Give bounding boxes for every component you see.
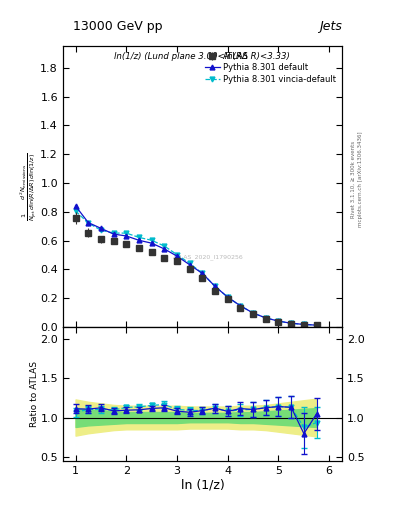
Text: Rivet 3.1.10, ≥ 300k events: Rivet 3.1.10, ≥ 300k events: [351, 141, 356, 218]
Y-axis label: $\frac{1}{N_{\mathrm{jet}}}\frac{d^2 N_{\mathrm{emissions}}}{d\ln(R/\Delta R)\,d: $\frac{1}{N_{\mathrm{jet}}}\frac{d^2 N_{…: [18, 152, 39, 221]
Text: ATLAS_2020_I1790256: ATLAS_2020_I1790256: [173, 254, 243, 260]
X-axis label: ln (1/z): ln (1/z): [180, 478, 224, 492]
Legend: ATLAS, Pythia 8.301 default, Pythia 8.301 vincia-default: ATLAS, Pythia 8.301 default, Pythia 8.30…: [203, 50, 338, 86]
Text: Jets: Jets: [319, 20, 342, 33]
Text: 13000 GeV pp: 13000 GeV pp: [73, 20, 163, 33]
Text: mcplots.cern.ch [arXiv:1306.3436]: mcplots.cern.ch [arXiv:1306.3436]: [358, 132, 363, 227]
Y-axis label: Ratio to ATLAS: Ratio to ATLAS: [30, 361, 39, 427]
Text: ln(1/z) (Lund plane 3.00<ln(RΔ R)<3.33): ln(1/z) (Lund plane 3.00<ln(RΔ R)<3.33): [114, 52, 290, 61]
